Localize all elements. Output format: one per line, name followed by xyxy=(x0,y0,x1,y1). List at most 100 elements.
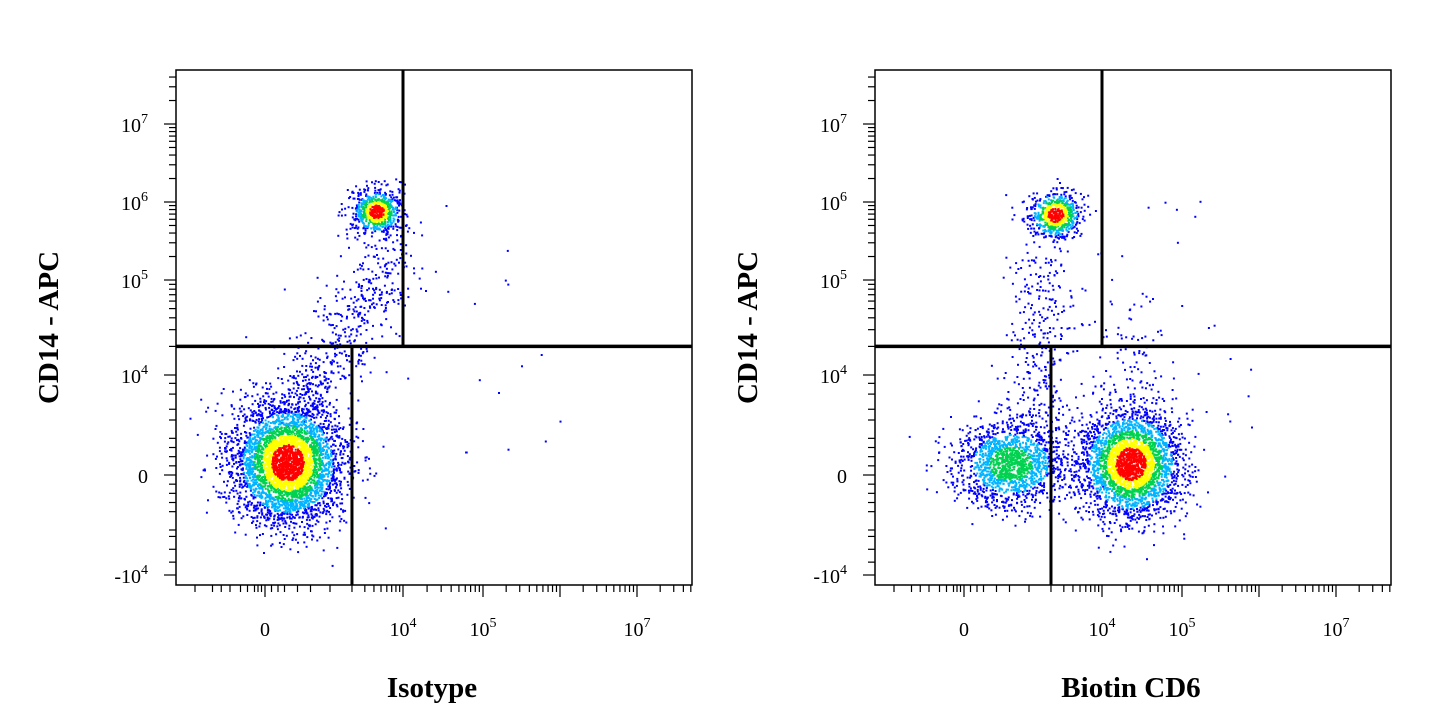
event-dot xyxy=(332,372,335,375)
event-dot xyxy=(275,444,278,447)
event-dot xyxy=(288,527,291,530)
event-dot xyxy=(299,471,302,474)
event-dot xyxy=(292,382,295,385)
event-dot xyxy=(498,392,500,394)
event-dot xyxy=(305,501,308,504)
event-dot xyxy=(331,324,334,326)
event-dot xyxy=(384,201,387,204)
event-dot xyxy=(290,424,293,427)
event-dot xyxy=(231,446,234,449)
event-dot xyxy=(301,487,304,490)
event-dot xyxy=(312,370,315,373)
event-dot xyxy=(232,517,235,520)
event-dot xyxy=(393,289,396,292)
event-dot xyxy=(298,415,301,418)
event-dot xyxy=(292,483,295,486)
event-dot xyxy=(293,396,295,399)
event-dot xyxy=(289,477,292,480)
event-dot xyxy=(263,552,265,554)
event-dot xyxy=(245,434,248,437)
event-dot xyxy=(348,458,351,461)
event-dot xyxy=(348,335,351,338)
event-dot xyxy=(289,438,292,441)
event-dot xyxy=(229,449,232,451)
event-dot xyxy=(301,490,304,493)
event-dot xyxy=(301,407,304,410)
event-dot xyxy=(254,428,257,431)
event-dot xyxy=(338,435,341,438)
event-dot xyxy=(315,504,318,507)
event-dots xyxy=(189,178,562,567)
event-dot xyxy=(304,379,307,382)
event-dot xyxy=(291,496,294,499)
event-dot xyxy=(262,475,265,478)
event-dot xyxy=(264,402,267,405)
event-dot xyxy=(305,512,308,515)
event-dot xyxy=(272,480,275,483)
event-dot xyxy=(212,453,215,456)
event-dot xyxy=(389,190,392,193)
event-dot xyxy=(357,195,360,197)
event-dot xyxy=(397,302,400,305)
event-dot xyxy=(265,519,268,522)
event-dot xyxy=(235,430,238,433)
event-dot xyxy=(223,480,225,483)
event-dot xyxy=(296,382,299,385)
event-dot xyxy=(243,484,246,487)
event-dot xyxy=(386,205,389,208)
event-dot xyxy=(214,409,217,412)
event-dot xyxy=(384,227,387,230)
event-dot xyxy=(312,459,315,462)
event-dot xyxy=(261,513,264,516)
event-dot xyxy=(281,415,284,418)
event-dot xyxy=(268,388,271,391)
event-dot xyxy=(295,428,298,431)
event-dot xyxy=(324,445,327,448)
event-dot xyxy=(244,498,246,501)
event-dot xyxy=(305,499,308,502)
event-dot xyxy=(245,431,248,434)
event-dot xyxy=(324,372,327,375)
event-dot xyxy=(421,267,424,270)
event-dot xyxy=(398,203,401,206)
event-dot xyxy=(329,513,332,516)
event-dot xyxy=(252,412,255,415)
event-dot xyxy=(310,446,313,449)
event-dot xyxy=(271,470,274,473)
event-dot xyxy=(296,352,299,355)
event-dot xyxy=(305,483,308,486)
event-dot xyxy=(305,421,307,423)
event-dot xyxy=(257,431,260,434)
event-dot xyxy=(308,425,311,427)
event-dot xyxy=(360,215,363,218)
event-dot xyxy=(329,462,332,465)
event-dot xyxy=(271,500,274,503)
event-dot xyxy=(248,461,251,464)
event-dot xyxy=(220,437,222,440)
event-dot xyxy=(254,458,257,461)
event-dot xyxy=(249,456,252,459)
event-dot xyxy=(329,449,332,452)
event-dot xyxy=(310,337,313,339)
event-dot xyxy=(261,429,264,432)
event-dot xyxy=(296,508,299,511)
event-dot xyxy=(351,216,354,219)
event-dot xyxy=(262,491,265,494)
event-dot xyxy=(288,429,291,432)
event-dot xyxy=(312,413,315,416)
event-dot xyxy=(244,533,247,536)
event-dot xyxy=(316,471,319,474)
event-dot xyxy=(381,210,384,213)
event-dot xyxy=(248,486,251,489)
event-dot xyxy=(254,436,257,439)
event-dot xyxy=(367,280,370,283)
event-dot xyxy=(361,352,364,355)
event-dot xyxy=(357,436,360,439)
event-dot xyxy=(358,201,361,204)
event-dot xyxy=(384,309,387,312)
event-dot xyxy=(521,365,523,368)
event-dot xyxy=(359,192,362,195)
event-dot xyxy=(256,544,259,547)
event-dot xyxy=(383,265,386,268)
event-dot xyxy=(309,398,312,401)
